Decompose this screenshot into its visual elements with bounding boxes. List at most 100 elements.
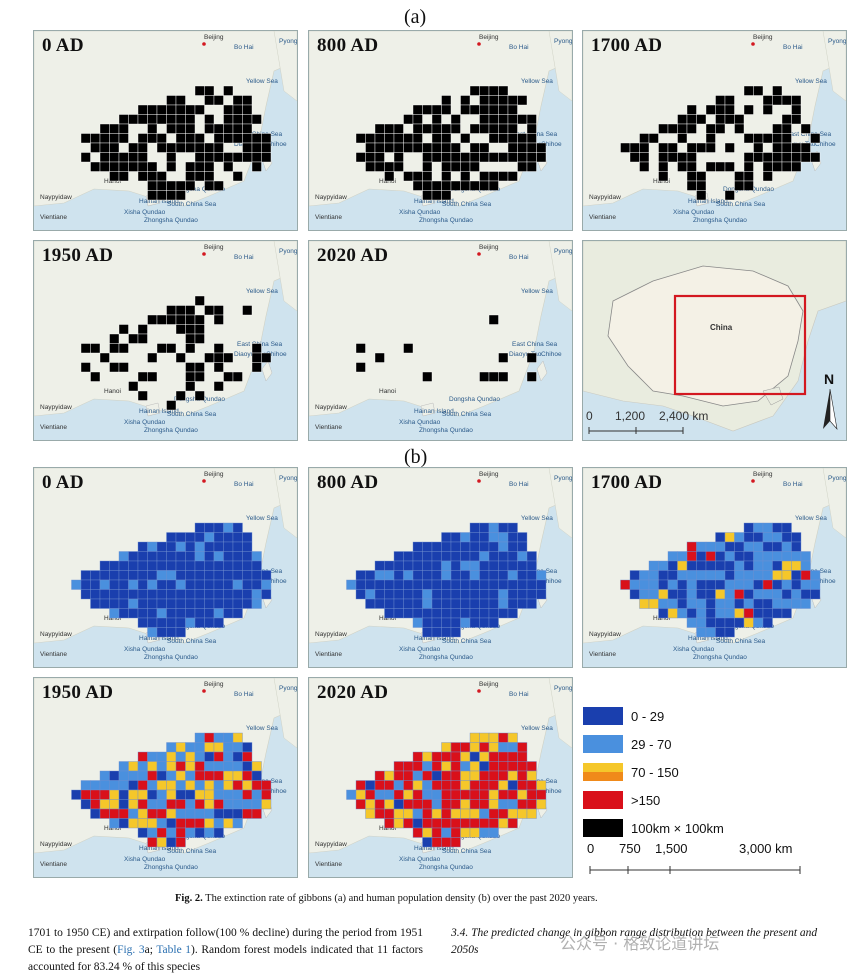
grid-cell: [479, 152, 490, 163]
gibbon-grid: [355, 85, 547, 201]
map-a-1700ad: Beijing Bo Hai Pyong Yellow Sea East China S…: [582, 30, 847, 231]
grid-cell: [147, 627, 158, 638]
grid-cell: [696, 570, 707, 581]
grid-cell: [422, 190, 433, 201]
grid-cell: [232, 751, 243, 762]
grid-cell: [118, 114, 129, 125]
grid-cell: [507, 598, 518, 609]
grid-cell: [137, 589, 148, 600]
figure-link[interactable]: Fig. 3: [117, 944, 145, 956]
grid-cell: [232, 123, 243, 134]
grid-cell: [185, 532, 196, 543]
grid-cell: [99, 589, 110, 600]
section-a-label: (a): [404, 6, 427, 28]
grid-cell: [185, 761, 196, 772]
place-label: South China Sea: [167, 638, 217, 645]
grid-cell: [772, 522, 783, 533]
grid-cell: [781, 95, 792, 106]
grid-cell: [175, 142, 186, 153]
grid-cell: [648, 579, 659, 590]
grid-cell: [166, 104, 177, 115]
grid-cell: [223, 352, 234, 363]
grid-cell: [781, 579, 792, 590]
grid-cell: [667, 551, 678, 562]
grid-cell: [677, 560, 688, 571]
grid-cell: [498, 570, 509, 581]
grid-cell: [175, 532, 186, 543]
grid-cell: [384, 818, 395, 829]
place-label: Yellow Sea: [246, 515, 278, 522]
grid-cell: [715, 627, 726, 638]
grid-cell: [686, 123, 697, 134]
grid-cell: [251, 789, 262, 800]
grid-cell: [137, 324, 148, 335]
place-label: South China Sea: [167, 848, 217, 855]
place-label: Dongsha Qundao: [449, 396, 500, 403]
grid-cell: [479, 104, 490, 115]
grid-cell: [460, 770, 471, 781]
grid-cell: [460, 152, 471, 163]
grid-cell: [724, 608, 735, 619]
grid-cell: [374, 352, 385, 363]
table-link[interactable]: Table 1: [156, 944, 192, 956]
grid-cell: [90, 371, 101, 382]
grid-cell: [517, 142, 528, 153]
grid-cell: [118, 789, 129, 800]
grid-cell: [166, 780, 177, 791]
grid-cell: [488, 598, 499, 609]
grid-cell: [156, 551, 167, 562]
grid-cell: [128, 161, 139, 172]
grid-cell: [384, 171, 395, 182]
grid-cell: [242, 560, 253, 571]
grid-cell: [118, 362, 129, 373]
place-label: Bo Hai: [509, 691, 529, 698]
grid-cell: [507, 133, 518, 144]
grid-cell: [213, 570, 224, 581]
grid-cell: [450, 608, 461, 619]
grid-cell: [507, 732, 518, 743]
grid-cell: [147, 352, 158, 363]
grid-cell: [772, 589, 783, 600]
grid-cell: [648, 570, 659, 581]
place-label: Hanoi: [653, 178, 670, 185]
grid-cell: [403, 789, 414, 800]
grid-cell: [175, 104, 186, 115]
grid-cell: [365, 589, 376, 600]
grid-cell: [109, 570, 120, 581]
grid-cell: [384, 608, 395, 619]
grid-cell: [137, 617, 148, 628]
grid-cell: [194, 770, 205, 781]
grid-cell: [213, 579, 224, 590]
place-label: Bo Hai: [234, 481, 254, 488]
grid-cell: [412, 761, 423, 772]
grid-cell: [412, 808, 423, 819]
grid-cell: [194, 808, 205, 819]
grid-cell: [213, 808, 224, 819]
grid-cell: [517, 532, 528, 543]
grid-cell: [99, 579, 110, 590]
grid-cell: [715, 104, 726, 115]
grid-cell: [147, 161, 158, 172]
place-label: Xisha Qundao: [399, 419, 441, 426]
place-label: Naypyidaw: [315, 631, 347, 638]
grid-cell: [109, 789, 120, 800]
grid-cell: [128, 780, 139, 791]
grid-cell: [355, 362, 366, 373]
grid-cell: [223, 579, 234, 590]
grid-cell: [686, 551, 697, 562]
grid-cell: [156, 770, 167, 781]
grid-cell: [374, 161, 385, 172]
grid-cell: [639, 589, 650, 600]
place-label: Pyong: [279, 475, 297, 482]
grid-cell: [469, 589, 480, 600]
grid-cell: [469, 123, 480, 134]
place-label: Vientiane: [40, 651, 67, 658]
grid-cell: [204, 598, 215, 609]
grid-cell: [156, 627, 167, 638]
grid-cell: [355, 789, 366, 800]
grid-cell: [384, 799, 395, 810]
grid-cell: [128, 333, 139, 344]
grid-cell: [450, 770, 461, 781]
grid-cell: [479, 85, 490, 96]
grid-cell: [166, 305, 177, 316]
